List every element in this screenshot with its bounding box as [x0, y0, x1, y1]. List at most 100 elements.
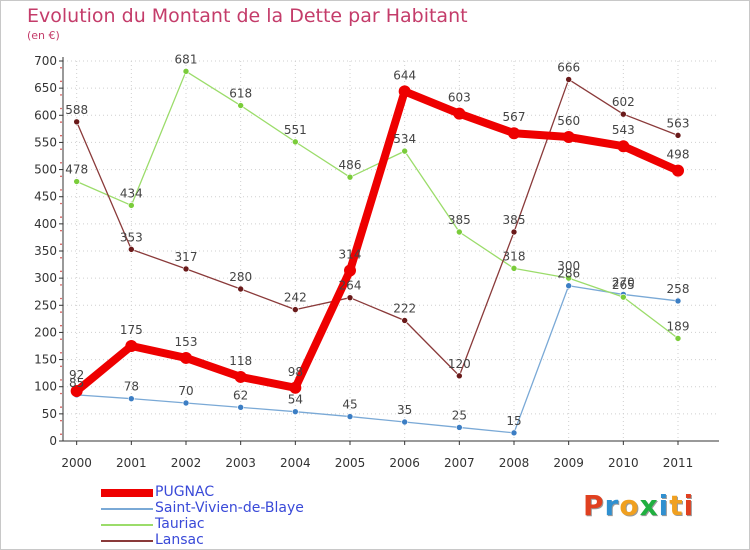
data-point: [234, 370, 247, 383]
data-label: 534: [393, 132, 416, 146]
data-point: [292, 408, 299, 415]
chart-title: Evolution du Montant de la Dette par Hab…: [27, 5, 468, 27]
data-point: [344, 264, 356, 277]
y-tick-label: 500: [34, 163, 57, 177]
data-point: [617, 140, 630, 153]
y-minor-tick: [60, 365, 62, 368]
y-minor-tick: [60, 94, 62, 96]
y-minor-tick: [60, 243, 62, 246]
y-minor-tick: [60, 175, 62, 178]
data-point: [73, 118, 80, 126]
data-label: 666: [557, 60, 580, 74]
data-label: 85: [69, 376, 84, 390]
data-point: [456, 372, 463, 380]
data-point: [346, 173, 354, 181]
legend-label: Tauriac: [155, 516, 205, 532]
x-tick-label: 2010: [608, 456, 639, 470]
legend-label: Saint-Vivien-de-Blaye: [155, 500, 304, 516]
data-point: [401, 418, 408, 426]
y-minor-tick: [60, 311, 62, 313]
y-minor-tick: [60, 161, 62, 164]
x-tick-label: 2009: [553, 456, 584, 470]
data-point: [346, 413, 354, 420]
data-label: 35: [397, 403, 412, 417]
data-label: 92: [69, 368, 84, 382]
data-label: 318: [503, 249, 526, 263]
data-point: [620, 110, 627, 118]
data-point: [565, 76, 572, 83]
data-label: 258: [667, 282, 690, 296]
data-label: 681: [175, 52, 198, 66]
y-tick-label: 350: [34, 244, 57, 258]
data-label: 54: [288, 393, 303, 407]
legend-item: Tauriac: [101, 516, 361, 533]
x-tick-label: 2002: [171, 456, 202, 470]
data-point: [125, 340, 138, 352]
y-tick-label: 600: [34, 108, 57, 122]
data-label: 153: [175, 335, 198, 349]
data-label: 603: [448, 91, 471, 105]
data-label: 385: [448, 213, 471, 227]
data-label: 385: [503, 213, 526, 227]
legend-swatch: [101, 489, 153, 497]
data-point: [182, 265, 190, 273]
data-label: 70: [178, 384, 193, 398]
y-tick-label: 400: [34, 217, 57, 231]
data-label: 486: [339, 158, 362, 172]
data-label: 242: [284, 291, 307, 305]
legend-label: PUGNAC: [155, 484, 215, 500]
legend-swatch: [101, 524, 153, 526]
y-minor-tick: [60, 392, 62, 395]
data-point: [182, 399, 190, 407]
y-minor-tick: [60, 216, 62, 218]
x-tick-label: 2005: [335, 456, 366, 470]
data-label: 45: [342, 398, 357, 412]
data-point: [128, 202, 135, 209]
data-point: [510, 265, 518, 272]
y-tick-label: 450: [34, 190, 57, 204]
y-minor-tick: [60, 107, 62, 110]
data-label: 189: [667, 319, 690, 333]
data-label: 434: [120, 186, 143, 200]
data-point: [510, 228, 518, 236]
legend-swatch: [101, 540, 153, 542]
y-minor-tick: [60, 270, 62, 273]
y-tick-label: 100: [34, 380, 57, 394]
data-point: [510, 429, 518, 437]
data-label: 478: [65, 163, 88, 177]
data-label: 120: [448, 357, 471, 371]
y-minor-tick: [60, 406, 62, 408]
data-point: [401, 317, 408, 324]
x-tick-label: 2007: [444, 456, 475, 470]
data-label: 222: [393, 301, 416, 315]
y-minor-tick: [60, 297, 62, 300]
legend-item: PUGNAC: [101, 484, 361, 501]
data-point: [237, 102, 244, 109]
y-minor-tick: [60, 134, 62, 137]
data-label: 265: [612, 278, 635, 292]
legend-label: Lansac: [155, 532, 204, 548]
data-point: [672, 164, 684, 177]
y-minor-tick: [60, 256, 62, 259]
data-point: [565, 282, 572, 290]
data-label: 602: [612, 95, 635, 109]
data-point: [508, 127, 520, 140]
data-point: [237, 404, 244, 411]
data-point: [398, 85, 411, 98]
data-point: [674, 297, 682, 305]
data-label: 264: [339, 279, 362, 293]
y-minor-tick: [60, 202, 62, 205]
data-label: 567: [503, 110, 526, 124]
data-point: [73, 178, 80, 185]
x-tick-label: 2000: [61, 456, 92, 470]
data-label: 498: [667, 148, 690, 162]
y-minor-tick: [60, 80, 62, 83]
y-tick-label: 550: [34, 135, 57, 149]
y-minor-tick: [60, 433, 62, 436]
y-minor-tick: [60, 121, 62, 123]
y-tick-label: 650: [34, 81, 57, 95]
data-label: 560: [557, 114, 580, 128]
data-point: [453, 107, 466, 120]
data-label: 300: [557, 259, 580, 273]
